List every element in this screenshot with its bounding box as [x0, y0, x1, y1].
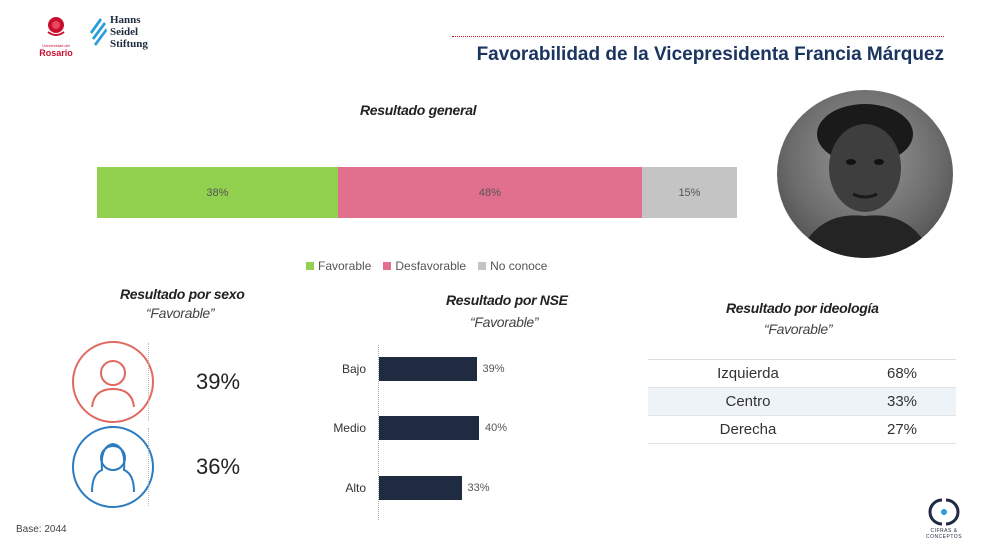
nse-category-label: Alto	[345, 481, 366, 495]
legend-item: No conoce	[478, 259, 547, 273]
hss-line-1: Hanns	[110, 14, 141, 26]
base-note: Base: 2044	[16, 524, 67, 535]
general-bar-desfavorable: 48%	[337, 167, 642, 218]
nse-bar-bajo	[379, 357, 477, 381]
rosario-logo: Universidad del Rosario	[34, 14, 78, 58]
rosario-logo-small: Universidad del	[42, 43, 70, 48]
page-title: Favorabilidad de la Vicepresidenta Franc…	[476, 44, 944, 65]
nse-bar-alto	[379, 476, 462, 500]
sexo-value: 36%	[196, 454, 241, 479]
general-bar-label: 48%	[478, 186, 501, 199]
ideologia-category: Izquierda	[717, 365, 779, 382]
general-stacked-bar: 38% 48% 15%	[97, 167, 737, 218]
general-bar-no-conoce: 15%	[641, 167, 737, 218]
general-title: Resultado general	[360, 102, 477, 118]
nse-bar-medio	[379, 416, 479, 440]
nse-category-label: Medio	[333, 421, 366, 435]
person-photo-icon	[797, 104, 933, 258]
title-divider	[452, 36, 944, 37]
ideologia-category: Derecha	[719, 421, 777, 438]
general-bar-label: 38%	[206, 186, 229, 199]
sexo-title: Resultado por sexo	[120, 286, 245, 302]
hss-line-3: Stiftung	[110, 38, 148, 50]
legend-label: Favorable	[318, 259, 372, 273]
nse-value-label: 39%	[482, 363, 505, 375]
nse-subtitle: “Favorable”	[470, 314, 539, 330]
general-bar-label: 15%	[678, 186, 701, 199]
sexo-subtitle: “Favorable”	[146, 305, 215, 321]
general-legend: Favorable Desfavorable No conoce	[306, 259, 547, 273]
female-icon	[70, 424, 156, 510]
ideologia-subtitle: “Favorable”	[764, 321, 833, 337]
ideologia-title: Resultado por ideología	[726, 300, 879, 316]
legend-item: Desfavorable	[383, 259, 466, 273]
hss-logo: Hanns Seidel Stiftung	[88, 14, 160, 58]
nse-axis	[378, 345, 379, 520]
sexo-divider	[148, 428, 150, 506]
ideologia-value: 33%	[886, 393, 918, 410]
nse-title: Resultado por NSE	[446, 292, 568, 308]
hss-stripes-icon	[90, 18, 107, 46]
ideologia-value: 68%	[886, 365, 918, 382]
portrait-photo	[777, 90, 953, 258]
ideologia-row: Derecha 27%	[648, 416, 956, 444]
nse-category-label: Bajo	[341, 362, 366, 376]
rosario-logo-name: Rosario	[39, 48, 73, 58]
ideologia-row: Izquierda 68%	[648, 360, 956, 388]
cifras-conceptos-logo: CIFRAS & CONCEPTOS	[916, 494, 972, 540]
general-bar-favorable: 38%	[97, 167, 338, 218]
cc-mark-icon	[928, 498, 960, 526]
sexo-divider	[148, 343, 150, 421]
nse-value-label: 40%	[485, 422, 508, 434]
ideologia-row: Centro 33%	[648, 388, 956, 416]
legend-label: No conoce	[490, 259, 548, 273]
legend-swatch	[478, 262, 487, 270]
male-icon	[70, 339, 156, 425]
legend-swatch	[383, 262, 392, 270]
ideologia-value: 27%	[886, 421, 918, 438]
nse-value-label: 33%	[467, 482, 490, 494]
cc-logo-text: CIFRAS & CONCEPTOS	[925, 528, 963, 540]
legend-swatch	[306, 262, 314, 270]
rose-icon	[47, 17, 65, 36]
hss-line-2: Seidel	[110, 26, 139, 38]
ideologia-category: Centro	[725, 393, 771, 410]
sexo-value: 39%	[196, 369, 241, 394]
ideologia-table: Izquierda 68% Centro 33% Derecha 27%	[648, 359, 956, 444]
legend-item: Favorable	[306, 259, 371, 273]
legend-label: Desfavorable	[395, 259, 467, 273]
